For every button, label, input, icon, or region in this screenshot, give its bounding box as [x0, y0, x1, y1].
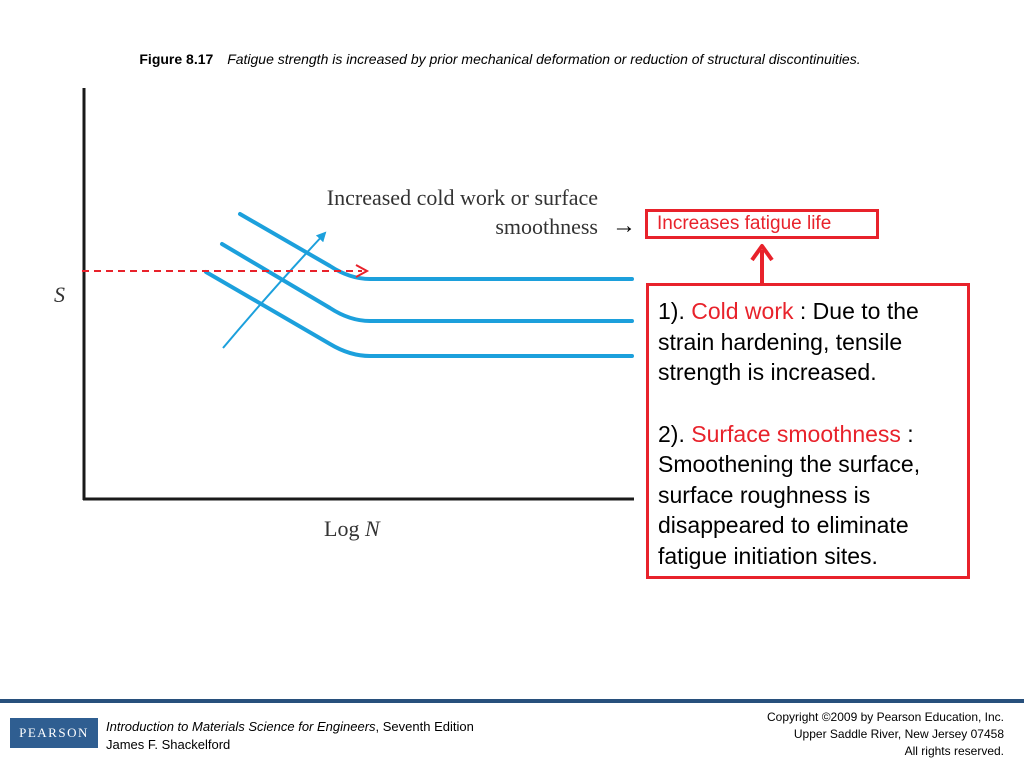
copyright-line2: Upper Saddle River, New Jersey 07458 — [793, 727, 1004, 741]
figure-caption-text: Fatigue strength is increased by prior m… — [227, 51, 861, 67]
sn-curve-middle — [220, 242, 634, 323]
book-title: Introduction to Materials Science for En… — [106, 719, 376, 734]
item1-prefix: 1). — [658, 298, 692, 324]
result-box: Increases fatigue life — [645, 209, 879, 239]
sn-curves — [204, 212, 634, 358]
figure-caption: Figure 8.17 Fatigue strength is increase… — [0, 51, 1000, 67]
book-author: James F. Shackelford — [106, 737, 231, 752]
book-edition: , Seventh Edition — [375, 719, 474, 734]
pearson-logo: PEARSON — [10, 718, 98, 748]
copyright-line1: Copyright ©2009 by Pearson Education, In… — [767, 710, 1004, 724]
x-axis-label: Log N — [324, 516, 381, 541]
red-dashed-arrowhead — [355, 264, 370, 278]
sn-curve-lower — [204, 270, 634, 358]
explanation-item-cold-work: 1). Cold work : Due to the strain harden… — [658, 296, 959, 388]
book-title-line: Introduction to Materials Science for En… — [106, 718, 474, 736]
figure-label: Figure 8.17 — [139, 51, 214, 67]
explanation-item-surface-smoothness: 2). Surface smoothness : Smoothening the… — [658, 419, 959, 572]
item1-highlight: Cold work — [691, 298, 794, 324]
arrow-glyph: → — [612, 212, 636, 239]
footer-divider — [0, 699, 1024, 703]
result-text: Increases fatigue life — [657, 213, 832, 234]
book-info: Introduction to Materials Science for En… — [106, 718, 474, 754]
item2-prefix: 2). — [658, 420, 692, 447]
sn-curve-upper — [238, 212, 634, 281]
y-axis-label: S — [54, 282, 65, 307]
copyright-block: Copyright ©2009 by Pearson Education, In… — [767, 709, 1004, 760]
item2-highlight: Surface smoothness — [691, 420, 901, 447]
item2-text: : Smoothening the surface, surface rough… — [658, 420, 921, 569]
annotation-line2: smoothness — [495, 214, 598, 239]
x-axis-label-var: N — [364, 516, 381, 541]
trend-arrow — [222, 231, 327, 349]
fatigue-diagram: S Log N Increased cold work or surface s… — [54, 88, 774, 541]
explanation-box: 1). Cold work : Due to the strain harden… — [646, 283, 970, 579]
copyright-line3: All rights reserved. — [904, 744, 1004, 758]
annotation-line1: Increased cold work or surface — [327, 185, 598, 210]
red-up-arrowhead — [750, 244, 774, 262]
item1-text: : Due to the strain hardening, tensile s… — [658, 298, 919, 385]
x-axis-label-prefix: Log — [324, 516, 365, 541]
pearson-logo-text: PEARSON — [19, 725, 89, 740]
